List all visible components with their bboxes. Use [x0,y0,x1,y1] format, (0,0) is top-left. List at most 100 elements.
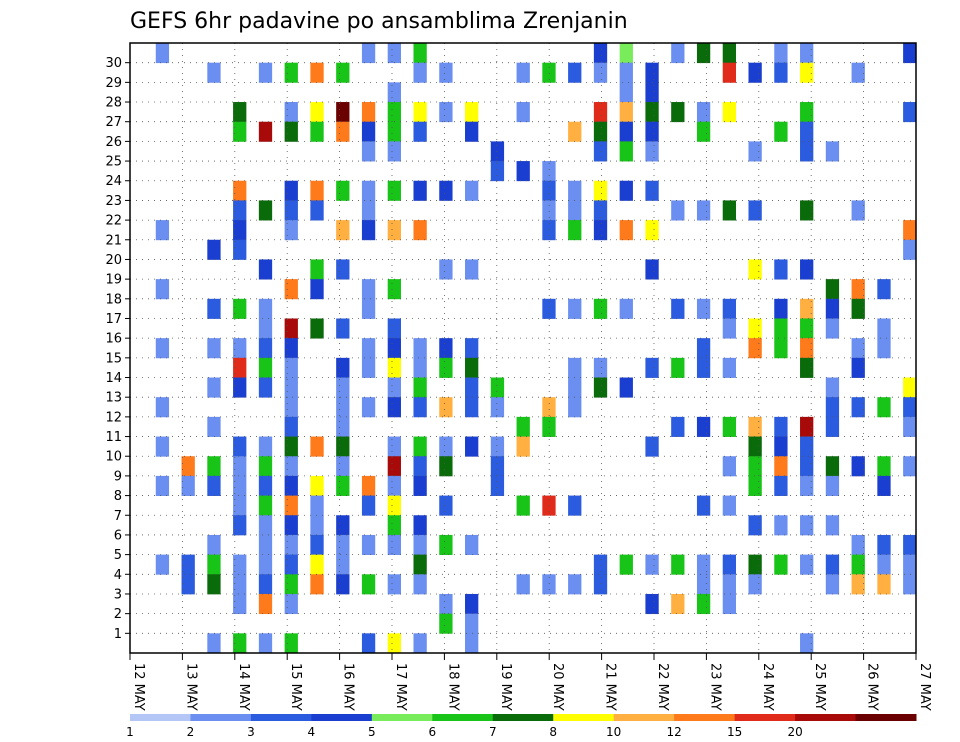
heatmap-cell [800,43,814,64]
heatmap-cell [207,534,221,556]
heatmap-cell [774,456,788,477]
heatmap-cell [825,298,840,319]
heatmap-cell [516,102,530,123]
heatmap-cell [336,121,350,142]
heatmap-cell [748,416,762,437]
heatmap-cell [593,357,608,378]
legend-swatch [432,714,494,721]
heatmap-cell [542,180,556,201]
legend-label: 1 [126,725,134,739]
heatmap-cell [748,475,762,496]
heatmap-cell [774,121,788,142]
y-tick-label: 5 [114,548,122,563]
heatmap-cell [439,357,453,378]
heatmap-cell [413,633,427,654]
legend-label: 5 [368,725,376,739]
x-tick-label: 18 MAY [445,663,460,711]
heatmap-cell [310,475,324,496]
heatmap-cell [310,121,324,142]
heatmap-cell [800,515,814,536]
y-tick-label: 1 [114,627,122,642]
heatmap-cell [233,574,247,595]
heatmap-cell [568,121,582,142]
heatmap-cell [336,318,350,339]
x-tick-label: 21 MAY [603,663,618,711]
legend-label: 8 [549,725,557,739]
y-tick-label: 6 [114,528,122,543]
heatmap-cell [233,456,247,477]
heatmap-cell [233,554,247,575]
heatmap-cell [233,102,247,123]
heatmap-cell [748,515,762,536]
heatmap-cell [336,397,350,418]
heatmap-cell [387,220,401,241]
y-tick-label: 18 [105,292,122,307]
heatmap-cell [465,357,479,378]
heatmap-cell [722,593,737,615]
x-axis-ticks: 12 MAY 13 MAY 14 MAY 15 MAY 16 MAY 17 MAY 18 M… [129,653,932,711]
heatmap-cell [207,298,221,319]
heatmap-cell [593,141,608,162]
heatmap-cell [774,318,788,339]
heatmap-cell [774,338,788,359]
grid-lines [130,43,916,653]
heatmap-cell [645,259,659,280]
heatmap-cell [568,495,582,516]
heatmap-cell [542,161,556,182]
heatmap-cell [671,357,685,378]
heatmap-cell [233,436,247,457]
heatmap-cell [207,338,221,359]
heatmap-cell [903,456,917,477]
heatmap-cell [439,102,453,123]
heatmap-cell [336,475,350,496]
heatmap-cell [413,436,427,457]
heatmap-cell [696,554,711,575]
heatmap-cell [413,534,427,556]
heatmap-cell [696,416,711,437]
heatmap-cell [336,436,350,457]
y-tick-label: 25 [105,155,122,170]
heatmap-cell [258,318,273,339]
heatmap-cell [310,574,324,595]
heatmap-cell [361,475,376,496]
heatmap-cell [361,357,376,378]
heatmap-cell [490,436,505,457]
y-tick-label: 3 [114,587,122,602]
y-tick-label: 30 [105,56,122,71]
heatmap-cell [825,515,840,536]
legend-swatch [311,714,373,721]
heatmap-cell [258,377,273,398]
heatmap-cell [903,397,917,418]
heatmap-cell [207,475,221,496]
heatmap-cell [336,259,350,280]
y-tick-label: 21 [105,233,122,248]
heatmap-cell [851,62,865,83]
heatmap-cell [181,574,195,595]
y-tick-label: 14 [105,371,122,386]
heatmap-cell [619,102,633,123]
heatmap-cell [568,220,582,241]
heatmap-cell [310,436,324,457]
heatmap-cell [207,377,221,398]
heatmap-cell [722,574,737,595]
heatmap-cell [645,220,659,241]
heatmap-cell [258,574,273,595]
y-tick-label: 23 [105,194,122,209]
heatmap-cell [284,416,298,437]
heatmap-cell [593,121,608,142]
heatmap-cell [310,515,324,536]
heatmap-cell [800,298,814,319]
heatmap-cell [310,318,324,339]
heatmap-cell [490,456,505,477]
heatmap-cell [413,515,427,536]
heatmap-cell [258,338,273,359]
heatmap-cell [851,357,865,378]
heatmap-cell [413,220,427,241]
heatmap-cell [387,397,401,418]
heatmap-cell [439,338,453,359]
heatmap-cell [284,180,298,201]
heatmap-cell [903,574,917,595]
heatmap-cell [722,456,737,477]
heatmap-cell [336,456,350,477]
heatmap-cell [903,416,917,437]
